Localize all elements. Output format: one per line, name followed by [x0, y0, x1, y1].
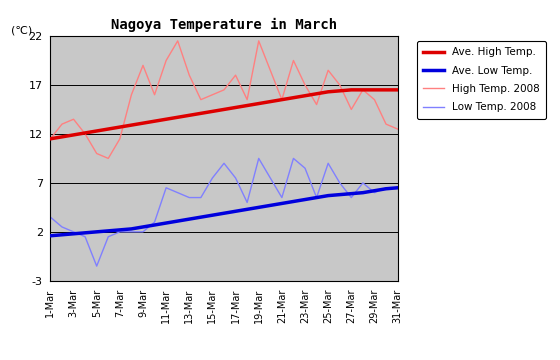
Title: Nagoya Temperature in March: Nagoya Temperature in March [111, 18, 337, 32]
Legend: Ave. High Temp., Ave. Low Temp., High Temp. 2008, Low Temp. 2008: Ave. High Temp., Ave. Low Temp., High Te… [417, 41, 546, 119]
Text: (℃): (℃) [11, 25, 32, 35]
